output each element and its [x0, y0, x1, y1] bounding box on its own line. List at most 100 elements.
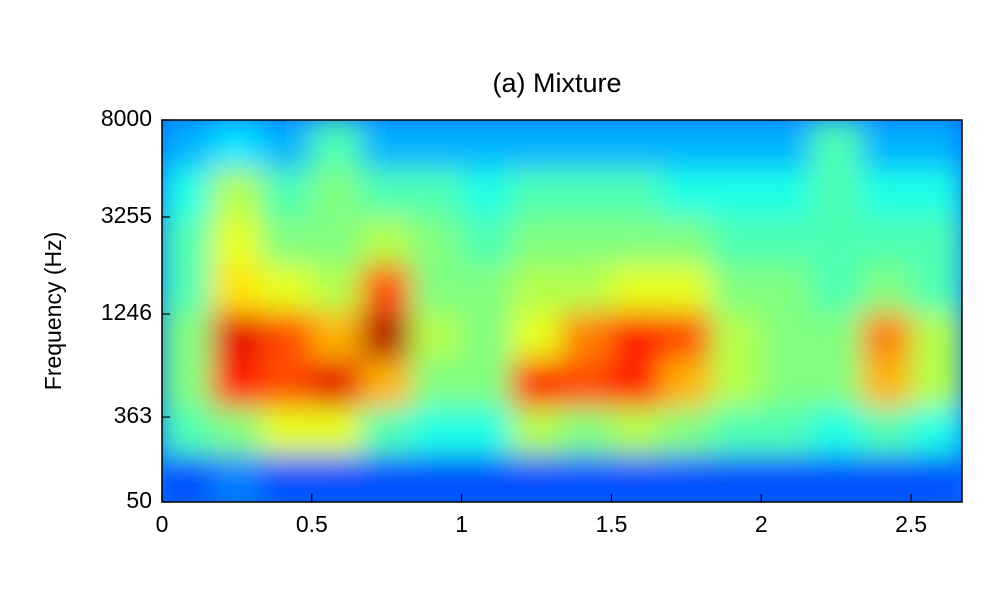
heat-cell	[511, 453, 563, 502]
heat-cell	[561, 453, 613, 502]
heat-cell	[861, 357, 913, 408]
heat-cell	[911, 405, 962, 456]
heat-cell	[561, 120, 613, 169]
heat-cell	[211, 214, 263, 265]
heat-cell	[361, 120, 413, 169]
heat-cell	[261, 310, 313, 360]
x-tick-label: 1	[455, 511, 468, 537]
heat-cell	[561, 214, 613, 265]
heat-cell	[611, 405, 663, 456]
heat-cell	[511, 120, 563, 169]
x-tick-label: 2.5	[895, 511, 927, 537]
heat-cell	[911, 214, 962, 265]
heat-cell	[162, 262, 213, 312]
heat-cell	[661, 310, 713, 360]
heat-cell	[162, 214, 213, 265]
heat-cell	[911, 357, 962, 408]
heat-cell	[211, 310, 263, 360]
x-tick-label: 2	[755, 511, 768, 537]
heat-cell	[811, 405, 863, 456]
heat-cell	[811, 166, 863, 217]
heat-cell	[162, 166, 213, 217]
heat-cell	[711, 453, 763, 502]
heat-cell	[361, 405, 413, 456]
heat-cell	[811, 214, 863, 265]
heat-cell	[461, 357, 513, 408]
heat-cell	[711, 120, 763, 169]
heat-cell	[761, 405, 813, 456]
heat-cell	[461, 453, 513, 502]
y-tick-label: 50	[126, 487, 152, 513]
heat-cell	[811, 262, 863, 312]
heat-cell	[761, 357, 813, 408]
x-tick-label: 1.5	[595, 511, 627, 537]
heat-cell	[211, 405, 263, 456]
heat-cell	[311, 120, 363, 169]
heat-cell	[861, 310, 913, 360]
heat-cell	[311, 405, 363, 456]
heat-cell	[411, 120, 463, 169]
heat-cell	[661, 166, 713, 217]
heat-cell	[162, 405, 213, 456]
heat-cell	[761, 166, 813, 217]
heat-cell	[761, 310, 813, 360]
heat-cell	[162, 357, 213, 408]
heat-cell	[511, 262, 563, 312]
heat-cell	[311, 453, 363, 502]
x-tick-label: 0	[156, 511, 169, 537]
heat-cell	[311, 214, 363, 265]
heat-cell	[511, 310, 563, 360]
heat-cell	[611, 120, 663, 169]
chart-title: (a) Mixture	[492, 68, 621, 98]
heat-cell	[711, 357, 763, 408]
heat-cell	[611, 357, 663, 408]
heat-cell	[711, 166, 763, 217]
axes: 0 0.5 1 1.5 2 2.5 50 363 1246 3255 8000	[101, 105, 963, 537]
heat-cell	[611, 214, 663, 265]
heat-cell	[811, 310, 863, 360]
heat-cell	[211, 453, 263, 502]
heat-cell	[811, 357, 863, 408]
plot-frame	[161, 119, 963, 503]
heat-cell	[261, 357, 313, 408]
heat-cell	[361, 214, 413, 265]
heat-cell	[261, 166, 313, 217]
heat-cell	[561, 262, 613, 312]
heat-cell	[911, 453, 962, 502]
heat-cell	[561, 166, 613, 217]
heat-cell	[761, 262, 813, 312]
heat-cell	[861, 453, 913, 502]
heat-cell	[661, 214, 713, 265]
heat-cell	[911, 166, 962, 217]
heatmap	[162, 120, 962, 502]
heat-cell	[311, 262, 363, 312]
heat-cell	[411, 262, 463, 312]
heat-cell	[561, 310, 613, 360]
heat-cell	[461, 310, 513, 360]
heat-cell	[511, 214, 563, 265]
heat-cell	[461, 214, 513, 265]
x-tick-label: 0.5	[296, 511, 328, 537]
heat-cell	[311, 310, 363, 360]
heat-cell	[861, 214, 913, 265]
y-tick-label: 1246	[101, 299, 152, 325]
heat-cell	[411, 453, 463, 502]
heat-cell	[162, 120, 213, 169]
heat-cell	[661, 453, 713, 502]
heatmap-cells	[162, 120, 962, 502]
heat-cell	[162, 453, 213, 502]
heat-cell	[261, 214, 313, 265]
heat-cell	[911, 120, 962, 169]
heat-cell	[311, 357, 363, 408]
heat-cell	[611, 310, 663, 360]
heat-cell	[611, 453, 663, 502]
heat-cell	[261, 120, 313, 169]
heat-cell	[461, 262, 513, 312]
heat-cell	[461, 405, 513, 456]
y-axis-label: Frequency (Hz)	[40, 232, 66, 390]
heat-cell	[861, 120, 913, 169]
heat-cell	[311, 166, 363, 217]
heat-cell	[561, 405, 613, 456]
heat-cell	[211, 120, 263, 169]
